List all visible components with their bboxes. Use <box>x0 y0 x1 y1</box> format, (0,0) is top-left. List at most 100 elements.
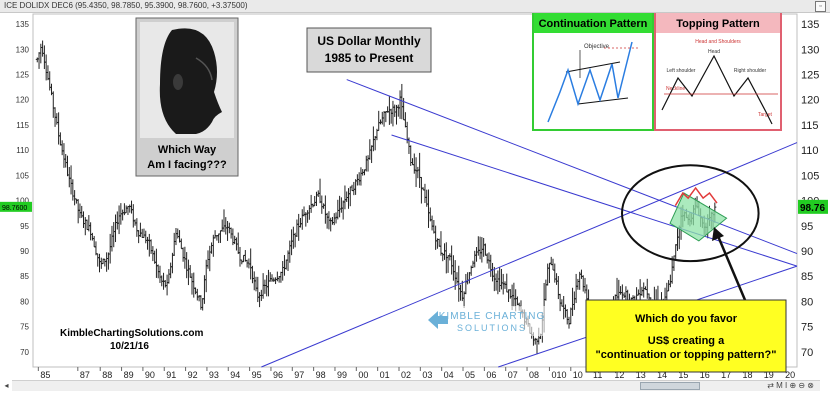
y-tick-label-right: 85 <box>801 271 813 283</box>
topping-inner-title: Head and Shoulders <box>695 39 741 45</box>
y-tick-label-left: 120 <box>16 96 30 105</box>
watermark-logo <box>428 311 448 329</box>
y-tick-label-left: 90 <box>20 247 29 256</box>
y-tick-label-right: 115 <box>801 120 819 132</box>
x-tick-label: 17 <box>721 370 731 380</box>
price-tag-left <box>0 201 32 212</box>
callout-box <box>585 299 787 373</box>
price-tag-value: 98.76 <box>800 203 825 214</box>
y-tick-label-left: 95 <box>20 222 29 231</box>
x-tick-label: 88 <box>102 370 112 380</box>
time-scrollbar[interactable]: ◂ ⇄ M I ⊕ ⊖ ⊗ <box>4 380 820 391</box>
x-tick-label: 11 <box>593 370 602 380</box>
x-tick-label: 13 <box>636 370 646 380</box>
topping-arcs <box>674 186 718 207</box>
price-tag <box>798 199 828 214</box>
x-tick-label: 00 <box>358 370 368 380</box>
x-tick-label: 87 <box>80 370 90 380</box>
x-tick-label: 96 <box>273 370 283 380</box>
y-tick-label-right: 95 <box>801 221 813 233</box>
y-tick-label-left: 135 <box>16 20 30 29</box>
y-tick-label-right: 135 <box>801 19 819 31</box>
topping-right-shoulder-label: Right shoulder <box>734 68 767 74</box>
y-tick-label-left: 130 <box>16 45 30 54</box>
x-tick-label: 97 <box>294 370 304 380</box>
topping-neckline-label: Neckline <box>666 86 685 92</box>
restore-icon[interactable]: ▫ <box>815 1 826 12</box>
x-tick-label: 94 <box>230 370 240 380</box>
x-tick-label: 12 <box>614 370 624 380</box>
x-tick-label: 99 <box>337 370 347 380</box>
zoom-toolbar[interactable]: ⇄ M I ⊕ ⊖ ⊗ <box>767 381 814 390</box>
y-tick-label-left: 115 <box>16 121 29 130</box>
y-tick-label-right: 90 <box>801 246 813 258</box>
callout-arrowhead <box>712 227 724 241</box>
y-tick-label-left: 105 <box>16 171 30 180</box>
scroll-thumb[interactable] <box>640 382 700 390</box>
channel-line <box>391 134 798 267</box>
y-tick-label-left: 125 <box>16 71 30 80</box>
y-tick-label-left: 100 <box>16 197 30 206</box>
flag-upper-line <box>565 61 621 73</box>
y-tick-label-right: 110 <box>801 145 819 157</box>
y-tick-label-left: 80 <box>20 297 29 306</box>
continuation-price-path <box>547 41 633 123</box>
x-tick-label: 85 <box>40 370 50 380</box>
x-tick-label: 14 <box>657 370 667 380</box>
symbol-header: ICE DOLIDX DEC6 (95.4350, 98.7850, 95.39… <box>0 0 830 13</box>
channel-line <box>346 79 798 255</box>
watermark-line2: SOLUTIONS <box>457 323 527 333</box>
y-tick-label-right: 75 <box>801 322 813 334</box>
y-tick-label-right: 70 <box>801 347 813 359</box>
x-tick-label: 03 <box>422 370 432 380</box>
channel-line <box>261 142 798 368</box>
x-tick-label: 02 <box>401 370 411 380</box>
topping-title: Topping Pattern <box>676 18 760 30</box>
flag-lower-line <box>577 97 629 105</box>
scroll-left-icon[interactable]: ◂ <box>4 381 9 390</box>
photo-caption-1: Which Way <box>158 144 217 156</box>
x-tick-label: 95 <box>252 370 262 380</box>
ear-shape <box>173 74 183 90</box>
topping-head-label: Head <box>708 49 720 55</box>
topping-price-path <box>661 54 773 125</box>
y-tick-label-left: 110 <box>16 146 29 155</box>
y-tick-label-left: 75 <box>20 323 29 332</box>
topping-title-bg <box>656 13 780 33</box>
x-tick-label: 07 <box>508 370 518 380</box>
y-tick-label-right: 105 <box>801 170 819 182</box>
photo-caption-2: Am I facing??? <box>147 159 227 171</box>
x-tick-label: 04 <box>444 370 454 380</box>
face-highlight <box>195 57 213 81</box>
continuation-zone <box>669 192 728 242</box>
x-tick-label: 89 <box>124 370 134 380</box>
ohlc-bars <box>35 40 717 355</box>
callout-line1: Which do you favor <box>635 313 738 325</box>
symbol-text: ICE DOLIDX DEC6 (95.4350, 98.7850, 95.39… <box>4 1 248 10</box>
y-tick-label-left: 70 <box>20 348 29 357</box>
continuation-title-bg <box>534 13 652 33</box>
continuation-objective-label: Objective <box>584 44 610 50</box>
price-tag-left-value: 98.7600 <box>2 205 27 212</box>
y-tick-label-left: 85 <box>20 272 29 281</box>
callout-arrow <box>716 235 747 301</box>
footer-date: 10/21/16 <box>110 341 149 352</box>
pattern-highlight-ellipse <box>621 164 760 263</box>
x-tick-label: 20 <box>785 370 795 380</box>
topping-target-label: Target <box>758 112 773 118</box>
x-tick-label: 92 <box>188 370 198 380</box>
x-tick-label: 01 <box>380 370 390 380</box>
y-tick-label-right: 130 <box>801 44 819 56</box>
x-tick-label: 08 <box>529 370 539 380</box>
x-tick-label: 18 <box>742 370 752 380</box>
y-tick-label-right: 125 <box>801 70 819 82</box>
x-tick-label: 05 <box>465 370 475 380</box>
topping-left-shoulder-label: Left shoulder <box>667 68 696 74</box>
title-line2: 1985 to Present <box>325 51 414 65</box>
callout-line3: "continuation or topping pattern?" <box>596 349 777 361</box>
x-tick-label: 90 <box>145 370 155 380</box>
watermark-line1: KIMBLE CHARTING <box>439 311 546 322</box>
x-tick-label: 15 <box>678 370 688 380</box>
